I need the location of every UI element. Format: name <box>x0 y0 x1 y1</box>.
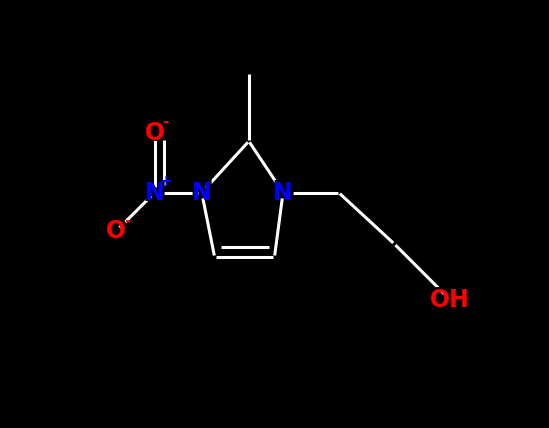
Text: N: N <box>145 181 165 205</box>
Text: N: N <box>273 181 293 205</box>
Text: +: + <box>159 174 172 190</box>
Text: -: - <box>124 213 130 228</box>
Text: O: O <box>142 119 167 147</box>
Text: O: O <box>106 219 126 243</box>
Text: -: - <box>162 114 169 130</box>
Text: N: N <box>189 178 214 207</box>
Text: OH: OH <box>430 288 470 312</box>
Text: O: O <box>104 217 128 245</box>
Text: O: O <box>144 121 165 145</box>
Text: N: N <box>271 178 295 207</box>
Text: N: N <box>143 178 167 207</box>
Text: OH: OH <box>425 285 474 314</box>
Text: N: N <box>192 181 211 205</box>
